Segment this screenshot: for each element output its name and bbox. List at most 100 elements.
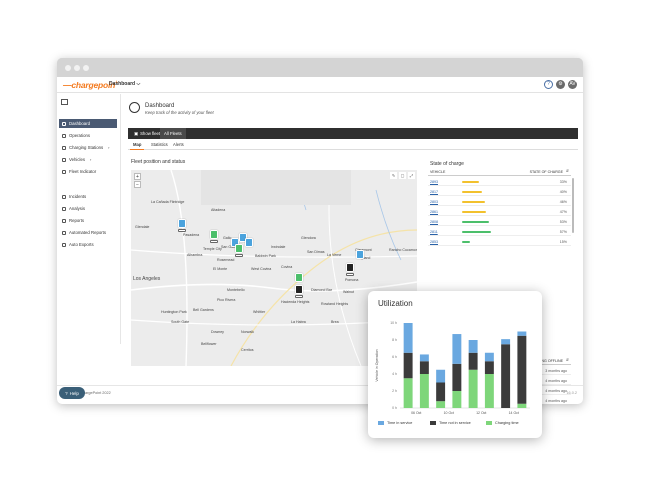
help-button[interactable]: ? Help — [59, 387, 85, 399]
bar-segment-charging-time[interactable] — [403, 378, 413, 408]
sidebar-item-fleet-indicator[interactable]: Fleet Indicator — [59, 167, 117, 176]
sidebar-item-vehicles[interactable]: Vehicles › — [59, 155, 117, 164]
sidebar-item-label: Vehicles — [69, 157, 86, 162]
vehicle-marker[interactable] — [295, 273, 303, 282]
bar-segment-charging-time[interactable] — [419, 374, 429, 408]
vehicle-marker[interactable] — [346, 263, 354, 272]
soc-scrollbar[interactable] — [572, 178, 574, 233]
sidebar-item-analysis[interactable]: Analysis — [59, 204, 117, 213]
soc-col-vehicle[interactable]: VEHICLE — [430, 170, 446, 174]
bar-segment-time-not-in-service[interactable] — [484, 361, 494, 374]
bar-segment-charging-time[interactable] — [517, 403, 527, 408]
map-town-label: Gallo — [223, 236, 232, 240]
vehicle-marker[interactable] — [178, 219, 186, 228]
bar-segment-time-in-service[interactable] — [517, 331, 527, 336]
zoom-in-button[interactable]: + — [134, 173, 141, 180]
bar-segment-charging-time[interactable] — [436, 401, 446, 408]
sidebar-item-auto-exports[interactable]: Auto Exports — [59, 240, 117, 249]
operations-icon — [62, 133, 66, 138]
map-town-label: Baldwin Park — [255, 254, 276, 258]
legend-item[interactable]: Time in service — [378, 421, 412, 425]
window-dot-minimize[interactable] — [74, 65, 80, 71]
map-draw-tool-icon[interactable]: ✎ — [390, 172, 397, 179]
vehicle-marker[interactable] — [295, 285, 303, 294]
all-fleets-chip[interactable]: All Fleets — [160, 128, 186, 139]
vehicle-marker[interactable] — [235, 244, 243, 253]
vehicle-marker[interactable] — [210, 230, 218, 239]
vehicle-link[interactable]: 2803 — [430, 200, 438, 204]
vehicle-marker[interactable] — [245, 238, 253, 247]
bar-segment-time-in-service[interactable] — [501, 339, 511, 345]
soc-col-charge[interactable]: STATE OF CHARGE — [529, 170, 563, 174]
bar-segment-time-not-in-service[interactable] — [403, 352, 413, 379]
bar-segment-time-in-service[interactable] — [452, 334, 462, 364]
sidebar-item-label: Charging Stations — [69, 145, 104, 150]
utilization-card: Utilization Vehicle in Operation 10 h 8 h 6… — [368, 291, 542, 438]
vehicle-marker[interactable] — [239, 233, 247, 242]
top-bar: —chargepoin+ Dashboard ⌵ ? ⚙ AV — [57, 77, 583, 93]
sidebar-item-label: Fleet Indicator — [69, 169, 97, 174]
bar-segment-time-not-in-service[interactable] — [468, 352, 478, 370]
sidebar-item-incidents[interactable]: Incidents — [59, 192, 117, 201]
header-dashboard-selector[interactable]: Dashboard ⌵ — [109, 81, 141, 87]
bar-segment-time-not-in-service[interactable] — [436, 382, 446, 402]
settings-icon[interactable]: ⚙ — [556, 80, 565, 89]
y-tick-label: 6 h — [392, 355, 397, 359]
sort-icon[interactable]: ⇵ — [565, 358, 569, 362]
offline-col-last[interactable]: PING OFFLINE — [538, 359, 563, 363]
vehicle-marker[interactable] — [356, 250, 364, 259]
bar-segment-time-in-service[interactable] — [403, 323, 413, 353]
sidebar-item-charging-stations[interactable]: Charging Stations › — [59, 143, 117, 152]
user-avatar[interactable]: AV — [568, 80, 577, 89]
vehicle-link[interactable]: 2811 — [430, 230, 438, 234]
map-town-label: El Monte — [213, 267, 228, 271]
sidebar-item-operations[interactable]: Operations — [59, 131, 117, 140]
bar-segment-time-not-in-service[interactable] — [452, 363, 462, 391]
incidents-icon — [62, 194, 66, 199]
bar-segment-time-in-service[interactable] — [436, 369, 446, 383]
bar-segment-charging-time[interactable] — [452, 391, 462, 408]
chevron-right-icon: › — [108, 145, 110, 150]
window-dot-close[interactable] — [65, 65, 71, 71]
window-dot-maximize[interactable] — [83, 65, 89, 71]
map-town-label: Pico Rivera — [217, 298, 236, 302]
map-fullscreen-icon[interactable]: ⤢ — [408, 172, 415, 179]
sidebar-item-automated-reports[interactable]: Automated Reports — [59, 228, 117, 237]
y-tick-label: 4 h — [392, 372, 397, 376]
vehicle-link[interactable]: 2893 — [430, 180, 438, 184]
fleet-position-title: Fleet position and status — [131, 159, 186, 165]
bar-segment-time-not-in-service[interactable] — [501, 344, 511, 408]
chargepoint-logo[interactable]: —chargepoin+ — [63, 80, 118, 90]
vehicle-link[interactable]: 2853 — [430, 240, 438, 244]
vehicle-link[interactable]: 2861 — [430, 210, 438, 214]
bar-segment-charging-time[interactable] — [484, 374, 494, 408]
legend-item[interactable]: Charging time — [486, 421, 519, 425]
table-row: 2811 57% — [428, 227, 571, 236]
map-town-label: San Dimas — [307, 250, 325, 254]
bar-segment-time-not-in-service[interactable] — [517, 335, 527, 404]
vehicle-marker-tag — [210, 240, 218, 243]
bar-segment-time-not-in-service[interactable] — [419, 361, 429, 374]
bar-segment-time-in-service[interactable] — [419, 354, 429, 362]
sidebar-item-reports[interactable]: Reports — [59, 216, 117, 225]
sidebar-collapse-icon[interactable] — [61, 99, 68, 105]
vehicle-link[interactable]: 2817 — [430, 190, 438, 194]
show-fleets-toggle[interactable]: ▣ Show fleets — [134, 130, 163, 137]
tab-alerts[interactable]: Alerts — [173, 142, 184, 147]
bar-segment-time-in-service[interactable] — [484, 352, 494, 362]
vehicle-marker-tag — [346, 273, 354, 276]
bar-segment-charging-time[interactable] — [468, 369, 478, 408]
zoom-out-button[interactable]: − — [134, 181, 141, 188]
map-select-tool-icon[interactable]: ▢ — [399, 172, 406, 179]
tab-statistics[interactable]: Statistics — [151, 142, 168, 147]
legend-swatch — [486, 421, 492, 425]
sidebar-item-dashboard[interactable]: Dashboard — [59, 119, 117, 128]
vehicle-link[interactable]: 2808 — [430, 220, 438, 224]
help-icon[interactable]: ? — [544, 80, 553, 89]
sort-icon[interactable]: ⇵ — [565, 169, 569, 173]
tab-map[interactable]: Map — [130, 142, 145, 150]
charge-level-bar — [462, 241, 470, 243]
bar-segment-time-in-service[interactable] — [468, 340, 478, 353]
charge-level-bar — [462, 211, 486, 213]
legend-item[interactable]: Time not in service — [430, 421, 471, 425]
